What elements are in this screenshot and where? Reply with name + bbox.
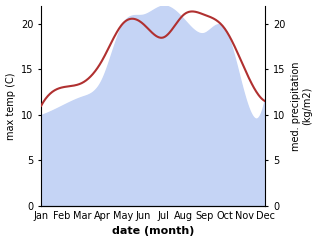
- X-axis label: date (month): date (month): [112, 227, 194, 236]
- Y-axis label: med. precipitation
(kg/m2): med. precipitation (kg/m2): [291, 61, 313, 151]
- Y-axis label: max temp (C): max temp (C): [5, 72, 16, 140]
